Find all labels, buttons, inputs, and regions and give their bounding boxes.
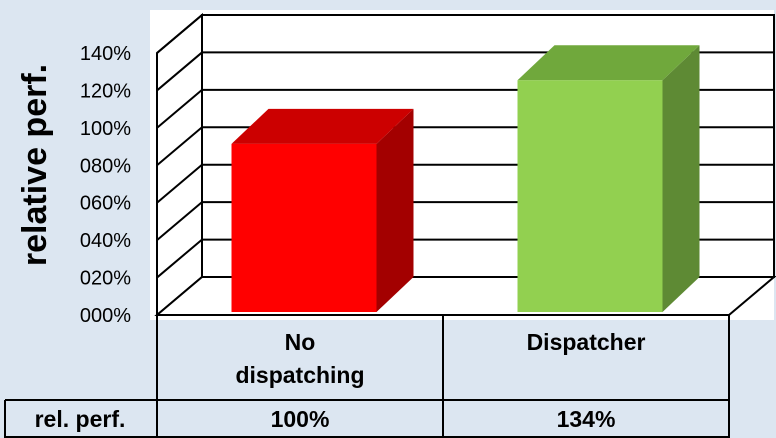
table-row-label: rel. perf.	[35, 406, 126, 432]
bar-1	[231, 108, 414, 312]
bar-top	[517, 45, 700, 81]
bar-front	[231, 143, 377, 312]
y-tick-label: 120%	[80, 80, 131, 102]
bar-top	[231, 108, 414, 144]
bar-side	[376, 108, 414, 312]
table-header-category: No	[285, 329, 316, 355]
table-header-category: dispatching	[235, 362, 364, 388]
table-value-cell: 100%	[271, 406, 330, 432]
y-tick-label: 080%	[80, 155, 131, 177]
left-wall	[156, 12, 203, 318]
bars	[231, 45, 700, 312]
table-headers: No dispatching Dispatcher	[235, 329, 645, 388]
bar-front	[517, 80, 663, 312]
y-axis-label: relative perf.	[16, 64, 54, 266]
table-header-category: Dispatcher	[527, 329, 646, 355]
y-tick-label: 100%	[80, 118, 131, 140]
y-ticks: 000% 020% 040% 060% 080% 100% 120% 140%	[80, 43, 131, 327]
table-cells: 100% 134%	[271, 406, 616, 432]
y-tick-label: 000%	[80, 305, 131, 327]
bar-2	[517, 45, 700, 312]
table-value-cell: 134%	[557, 406, 616, 432]
y-tick-label: 060%	[80, 193, 131, 215]
y-tick-label: 020%	[80, 268, 131, 290]
y-tick-label: 140%	[80, 43, 131, 65]
gridline	[156, 14, 774, 54]
y-tick-label: 040%	[80, 230, 131, 252]
bar-side	[662, 45, 700, 312]
